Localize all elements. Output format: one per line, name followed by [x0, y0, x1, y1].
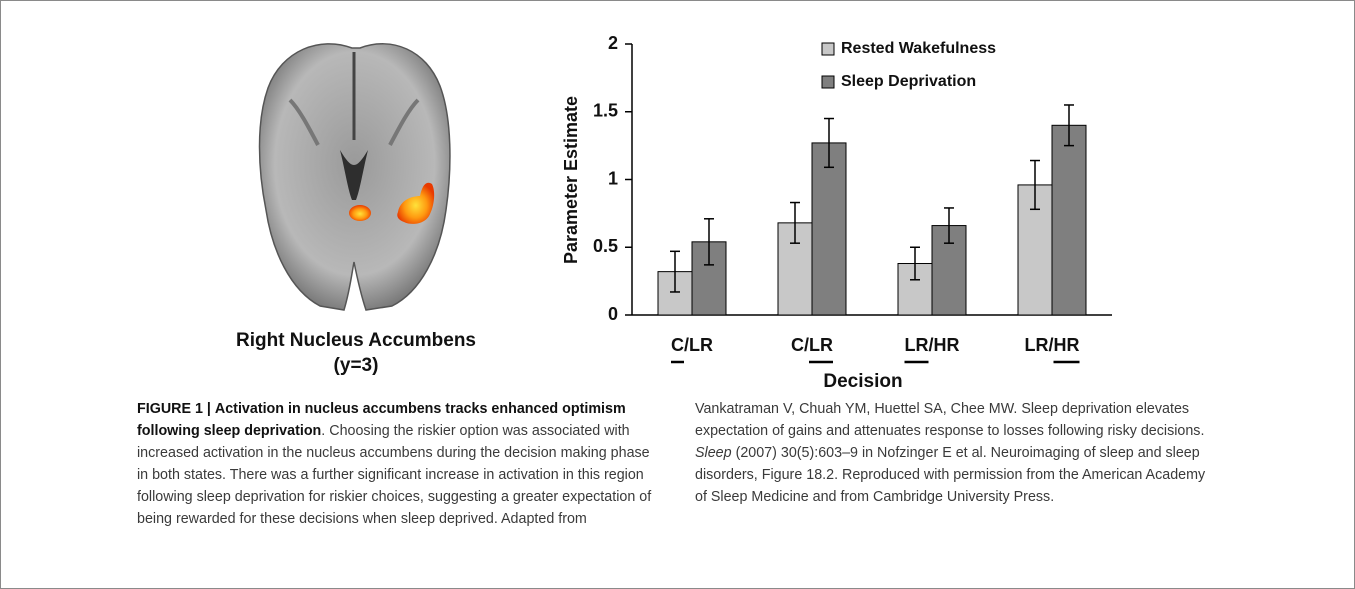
bar	[1052, 125, 1086, 315]
legend-swatch	[822, 76, 834, 88]
brain-label: Right Nucleus Accumbens	[236, 330, 476, 351]
legend-label: Sleep Deprivation	[841, 73, 976, 90]
caption-body: . Choosing the riskier option was associ…	[137, 401, 1204, 527]
page: {"brain_panel": {"label": "Right Nucleus…	[0, 0, 1355, 589]
y-tick-label: 0.5	[593, 236, 618, 256]
figure: Right Nucleus Accumbens (y=3) Parameter …	[0, 0, 1355, 395]
y-tick-label: 2	[608, 33, 618, 53]
caption-journal: Sleep	[695, 445, 732, 461]
bar	[812, 143, 846, 315]
caption-label: FIGURE 1 |	[137, 401, 211, 417]
y-tick-label: 0	[608, 304, 618, 324]
x-tick-label: LR/HR	[905, 335, 960, 355]
caption-body: (2007) 30(5):603–9 in Nofzinger E et al.…	[695, 445, 1205, 505]
x-tick-label: C/LR	[791, 335, 833, 355]
x-tick-label: C/LR	[671, 335, 713, 355]
legend-label: Rested Wakefulness	[841, 40, 996, 57]
brain-sublabel: (y=3)	[334, 355, 379, 376]
legend-swatch	[822, 43, 834, 55]
y-tick-label: 1.5	[593, 101, 618, 121]
x-tick-label: LR/HR	[1025, 335, 1080, 355]
caption: FIGURE 1 | Activation in nucleus accumbe…	[137, 398, 1217, 558]
brain-image	[260, 44, 450, 310]
y-axis-title: Parameter Estimate	[561, 96, 581, 264]
y-tick-label: 1	[608, 168, 618, 188]
x-axis-title: Decision	[823, 371, 902, 392]
